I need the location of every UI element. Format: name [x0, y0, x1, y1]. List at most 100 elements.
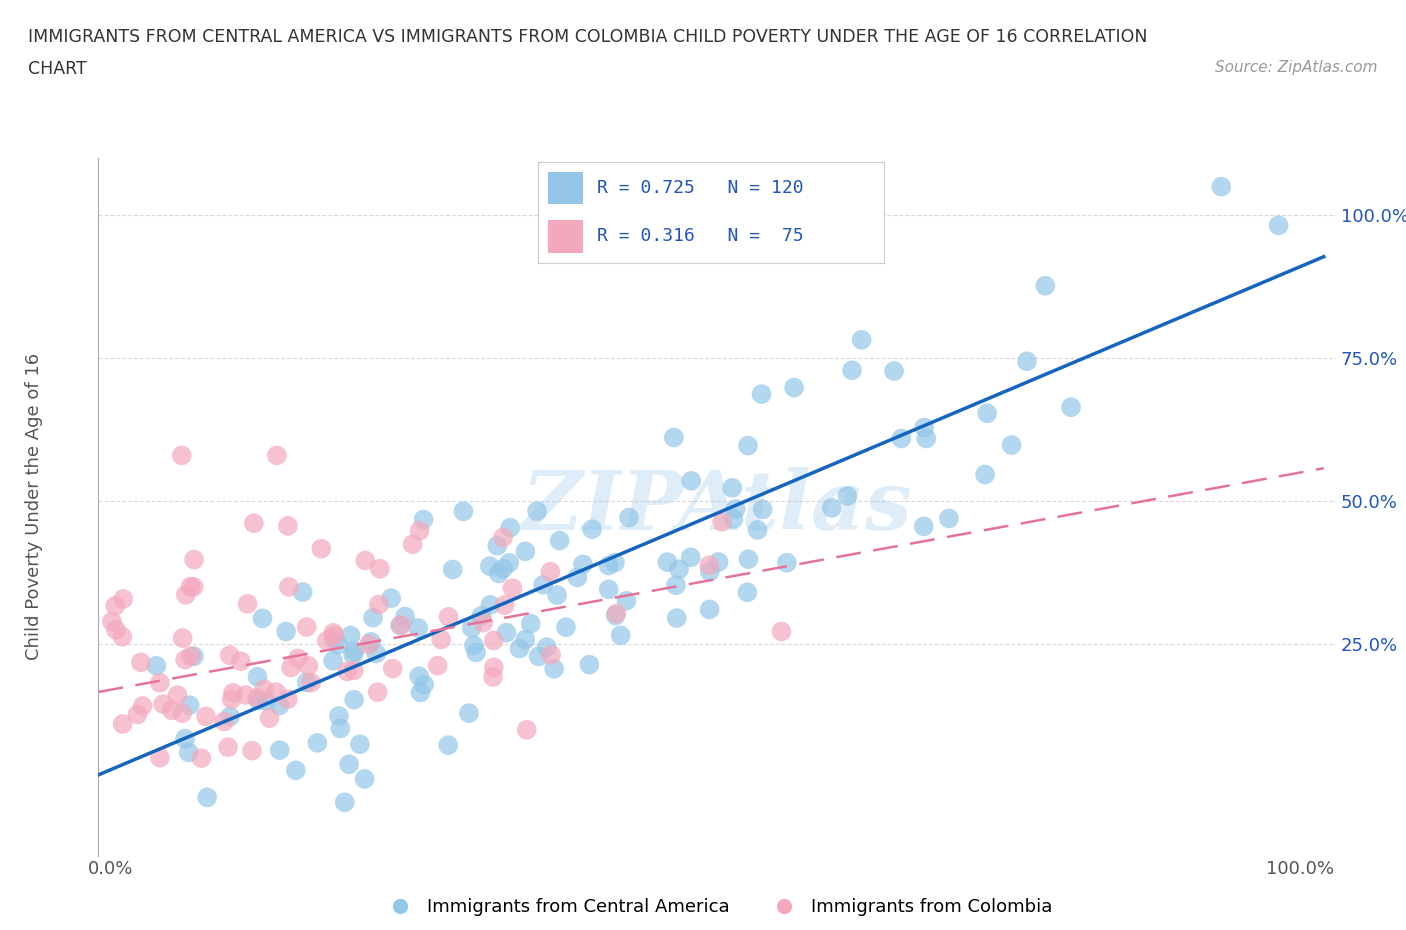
Point: [409, 685, 432, 700]
Point: [486, 538, 509, 553]
Point: [548, 533, 571, 548]
Point: [974, 467, 997, 482]
Point: [883, 364, 905, 379]
Point: [277, 519, 299, 534]
Point: [938, 511, 960, 525]
Point: [284, 763, 307, 777]
Point: [343, 644, 366, 658]
Point: [609, 628, 631, 643]
Point: [499, 520, 522, 535]
Point: [367, 597, 389, 612]
Point: [221, 692, 243, 707]
Point: [307, 736, 329, 751]
Point: [402, 537, 425, 551]
Point: [222, 685, 245, 700]
Point: [353, 772, 375, 787]
Point: [354, 553, 377, 568]
Point: [266, 448, 288, 463]
Point: [311, 541, 333, 556]
Point: [681, 473, 703, 488]
Point: [280, 660, 302, 675]
Point: [1015, 353, 1038, 368]
Point: [536, 640, 558, 655]
Point: [662, 430, 685, 445]
Point: [412, 512, 434, 527]
Point: [668, 562, 690, 577]
Point: [915, 431, 938, 445]
Point: [976, 405, 998, 420]
Point: [368, 562, 391, 577]
Point: [470, 608, 492, 623]
Point: [129, 655, 152, 670]
Point: [333, 795, 356, 810]
Point: [616, 593, 638, 608]
Point: [724, 501, 747, 516]
Point: [339, 628, 361, 643]
Point: [605, 608, 627, 623]
Point: [699, 602, 721, 617]
Point: [413, 677, 436, 692]
Point: [381, 661, 404, 676]
Point: [519, 617, 541, 631]
Legend: Immigrants from Central America, Immigrants from Colombia: Immigrants from Central America, Immigra…: [374, 891, 1060, 923]
Point: [329, 721, 352, 736]
Point: [408, 524, 430, 538]
Point: [912, 519, 935, 534]
Point: [737, 438, 759, 453]
Point: [174, 588, 197, 603]
Point: [488, 566, 510, 581]
Point: [152, 697, 174, 711]
Point: [277, 579, 299, 594]
Point: [567, 570, 589, 585]
Point: [299, 675, 322, 690]
Point: [172, 706, 194, 721]
Point: [460, 620, 482, 635]
Point: [246, 691, 269, 706]
Point: [502, 580, 524, 595]
Point: [212, 714, 235, 729]
Point: [236, 596, 259, 611]
Point: [498, 555, 520, 570]
Point: [721, 481, 744, 496]
Point: [217, 739, 239, 754]
Point: [747, 523, 769, 538]
Point: [912, 420, 935, 435]
Point: [326, 637, 349, 652]
Point: [737, 551, 759, 566]
Point: [104, 622, 127, 637]
Point: [218, 648, 240, 663]
Point: [194, 709, 217, 724]
Point: [366, 646, 388, 661]
Point: [516, 723, 538, 737]
Point: [841, 363, 863, 378]
Point: [707, 554, 730, 569]
Point: [328, 709, 350, 724]
Point: [572, 557, 595, 572]
Point: [751, 502, 773, 517]
Point: [679, 550, 702, 565]
Point: [389, 618, 412, 632]
Point: [252, 611, 274, 626]
Point: [598, 582, 620, 597]
Point: [492, 530, 515, 545]
Point: [160, 703, 183, 718]
Point: [357, 637, 380, 652]
Point: [406, 620, 429, 635]
Point: [295, 619, 318, 634]
Point: [494, 598, 516, 613]
Point: [360, 634, 382, 649]
Point: [605, 606, 627, 621]
Point: [229, 654, 252, 669]
Point: [1211, 179, 1233, 194]
Point: [274, 624, 297, 639]
Point: [380, 591, 402, 605]
Point: [482, 660, 505, 675]
Text: Source: ZipAtlas.com: Source: ZipAtlas.com: [1215, 60, 1378, 75]
Point: [343, 692, 366, 707]
Point: [254, 694, 277, 709]
Point: [1267, 218, 1289, 232]
Point: [770, 624, 793, 639]
Point: [578, 658, 600, 672]
Point: [495, 625, 517, 640]
Point: [183, 579, 205, 594]
